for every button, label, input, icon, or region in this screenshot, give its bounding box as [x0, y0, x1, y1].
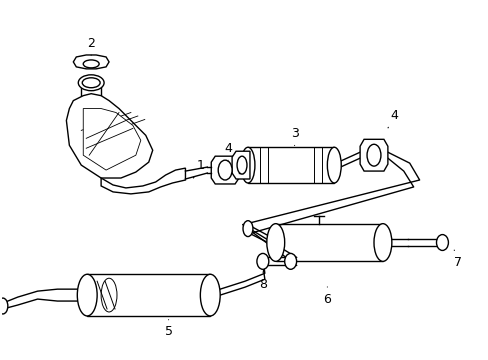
Ellipse shape	[0, 298, 8, 314]
Ellipse shape	[284, 253, 296, 269]
Polygon shape	[359, 139, 387, 171]
Ellipse shape	[266, 224, 284, 261]
Text: 4: 4	[387, 109, 397, 128]
Ellipse shape	[101, 278, 117, 312]
Text: 7: 7	[453, 250, 461, 269]
Polygon shape	[87, 274, 210, 316]
Polygon shape	[73, 55, 109, 69]
Ellipse shape	[366, 144, 380, 166]
Ellipse shape	[436, 235, 447, 251]
Text: 3: 3	[290, 127, 298, 145]
Polygon shape	[211, 156, 239, 184]
Ellipse shape	[326, 147, 341, 183]
Polygon shape	[275, 224, 382, 261]
Ellipse shape	[77, 274, 97, 316]
Text: 4: 4	[224, 142, 232, 160]
Text: 5: 5	[164, 320, 172, 338]
Text: 8: 8	[258, 272, 266, 291]
Text: 6: 6	[323, 287, 330, 306]
Text: 2: 2	[87, 37, 95, 55]
Text: 1: 1	[193, 159, 204, 178]
Ellipse shape	[241, 147, 254, 183]
Ellipse shape	[78, 75, 104, 91]
Ellipse shape	[256, 253, 268, 269]
Ellipse shape	[82, 78, 100, 88]
Polygon shape	[83, 109, 141, 170]
Polygon shape	[232, 151, 249, 179]
Polygon shape	[101, 168, 185, 194]
Ellipse shape	[200, 274, 220, 316]
Ellipse shape	[243, 221, 252, 237]
Ellipse shape	[373, 224, 391, 261]
Polygon shape	[247, 147, 334, 183]
Polygon shape	[66, 94, 152, 178]
Ellipse shape	[237, 156, 246, 174]
Ellipse shape	[83, 60, 99, 68]
Ellipse shape	[218, 160, 232, 180]
